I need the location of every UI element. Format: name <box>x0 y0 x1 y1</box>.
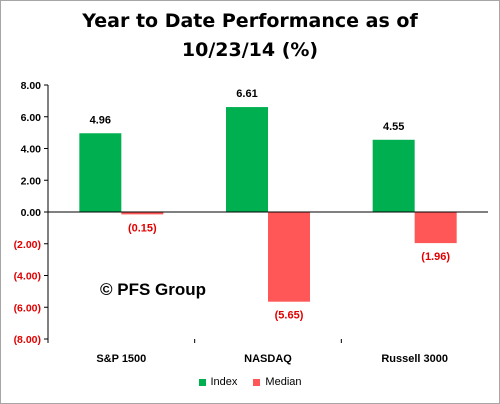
y-tick-label: (6.00) <box>14 302 41 314</box>
bar-index-2 <box>372 139 415 212</box>
chart-title-line-2: 10/23/14 (%) <box>181 39 319 61</box>
bar-median-2 <box>414 212 457 244</box>
legend: Index Median <box>0 376 500 388</box>
bar-median-0 <box>121 212 164 215</box>
y-tick-label: (2.00) <box>14 239 41 251</box>
watermark-text: © PFS Group <box>100 280 207 299</box>
legend-swatch-index <box>198 378 206 386</box>
legend-item-median: Median <box>253 376 302 388</box>
y-axis: 8.00 6.00 4.00 2.00 0.00 (2.00) (4.00) (6.00) (8… <box>14 80 49 346</box>
y-tick-label: (8.00) <box>14 334 41 346</box>
chart-title-line-1: Year to Date Performance as of <box>82 10 418 32</box>
y-tick-label: 0.00 <box>21 207 42 219</box>
y-tick-label: 2.00 <box>21 175 42 187</box>
data-label-index-1: 6.61 <box>236 88 257 100</box>
y-tick-label: 6.00 <box>21 112 42 124</box>
bar-index-1 <box>226 107 268 212</box>
bar-median-1 <box>268 212 310 302</box>
legend-item-index: Index <box>198 376 238 388</box>
x-axis: S&P 1500 NASDAQ Russell 3000 <box>47 211 488 365</box>
bars <box>79 107 457 302</box>
y-tick-label: 4.00 <box>21 144 42 156</box>
data-label-median-0: (0.15) <box>128 222 157 234</box>
y-tick-label: (4.00) <box>14 271 41 283</box>
y-tick-label: 8.00 <box>21 80 42 92</box>
legend-swatch-median <box>253 378 261 386</box>
data-label-median-2: (1.96) <box>421 251 450 263</box>
data-label-index-0: 4.96 <box>90 114 111 126</box>
data-label-median-1: (5.65) <box>275 310 304 322</box>
x-category-label: NASDAQ <box>244 353 292 365</box>
x-category-label: S&P 1500 <box>96 353 146 365</box>
data-label-index-2: 4.55 <box>383 121 404 133</box>
legend-label-median: Median <box>265 376 302 388</box>
legend-label-index: Index <box>210 376 238 388</box>
x-category-label: Russell 3000 <box>381 353 448 365</box>
data-labels: 4.96 (0.15) 6.61 (5.65) 4.55 (1.96) <box>90 88 451 322</box>
bar-index-0 <box>79 133 122 212</box>
